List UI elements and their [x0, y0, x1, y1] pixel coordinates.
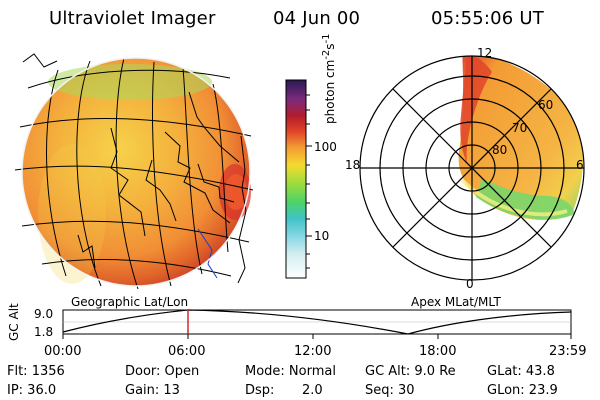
colorbar-icon [285, 79, 312, 279]
time-label: 05:55:06 UT [431, 8, 544, 29]
timeline-y-top: 9.0 [34, 307, 54, 321]
footer-glat: GLat: 43.8 [487, 364, 555, 379]
footer-seq: Seq: 30 [365, 383, 415, 398]
footer-dsp-label: Dsp: [245, 383, 275, 398]
mlat-label-60: 60 [538, 98, 554, 112]
date-label: 04 Jun 00 [273, 8, 361, 29]
colorbar-label: photon cm-2s-1 [321, 33, 337, 124]
mlat-label-80: 80 [492, 143, 508, 157]
footer-glon: GLon: 23.9 [487, 383, 558, 398]
timeline-y-bottom: 1.8 [34, 325, 54, 339]
footer-mode: Mode: Normal [245, 364, 336, 379]
timeline-tick-2359: 23:59 [549, 344, 587, 359]
timeline-tick-0000: 00:00 [44, 344, 82, 359]
footer-door: Door: Open [125, 364, 200, 379]
colorbar-tick-10: 10 [314, 229, 330, 243]
footer-gain: Gain: 13 [125, 383, 180, 398]
aurora-ring-icon [359, 55, 585, 281]
timeline-tick-1200: 12:00 [294, 344, 332, 359]
mlt-right-label: 6 [576, 158, 584, 172]
footer-gcalt: GC Alt: 9.0 Re [365, 364, 456, 379]
footer-dsp-value: 2.0 [302, 383, 323, 398]
timeline-tick-0600: 06:00 [168, 344, 206, 359]
left-panel-label: Geographic Lat/Lon [71, 295, 189, 309]
colorbar-tick-100: 100 [314, 140, 337, 154]
earth-limb-icon [14, 53, 254, 290]
footer-flt: Flt: 1356 [7, 364, 65, 379]
mlt-bottom-label: 0 [466, 277, 474, 291]
footer-ip: IP: 36.0 [7, 383, 57, 398]
page-title: Ultraviolet Imager [49, 8, 216, 29]
mlat-label-70: 70 [512, 121, 528, 135]
timeline-chart [62, 309, 572, 339]
right-panel-label: Apex MLat/MLT [411, 295, 501, 309]
timeline-ylabel: GC Alt [7, 303, 21, 341]
mlt-left-label: 18 [345, 158, 361, 172]
mlt-top-label: 12 [477, 46, 493, 60]
timeline-tick-1800: 18:00 [419, 344, 457, 359]
